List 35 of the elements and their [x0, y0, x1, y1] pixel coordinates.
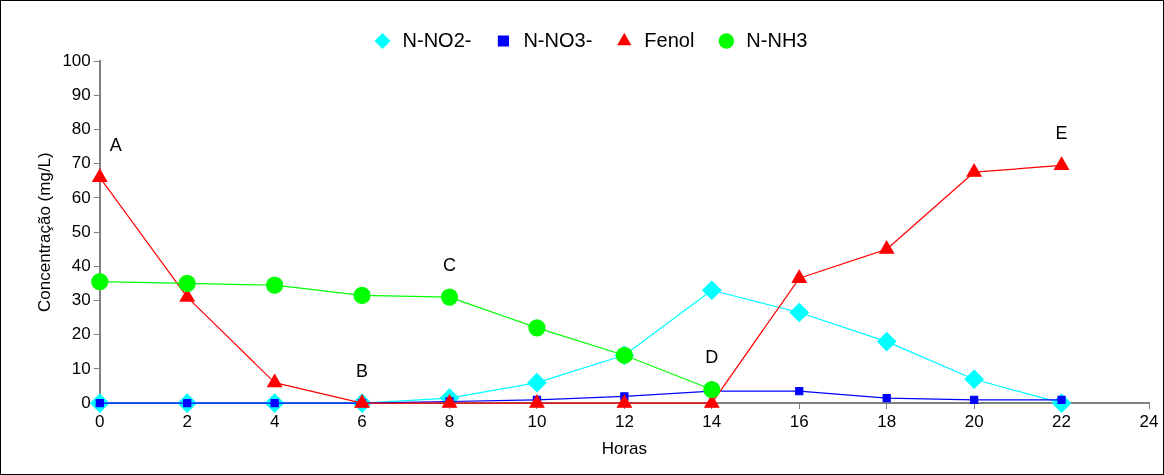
legend-label: Fenol: [644, 28, 695, 51]
annotation: A: [109, 135, 122, 156]
x-tick-label: 8: [444, 412, 455, 432]
y-tick-label: 10: [71, 358, 91, 378]
annotation: B: [356, 361, 369, 382]
x-tick-label: 16: [789, 412, 809, 432]
y-tick-label: 40: [71, 256, 91, 276]
x-tick-label: 10: [527, 412, 547, 432]
y-tick-label: 50: [71, 221, 91, 241]
x-tick-label: 24: [1139, 412, 1159, 432]
y-tick-label: 20: [71, 324, 91, 344]
x-tick-label: 0: [95, 412, 105, 432]
x-tick-label: 2: [182, 412, 192, 432]
x-axis-title: Horas: [601, 439, 648, 459]
legend-label: N-NO3-: [523, 28, 593, 51]
legend-label: N-NH3: [746, 28, 808, 51]
y-tick-label: 0: [81, 392, 91, 412]
annotation: C: [443, 255, 457, 276]
x-tick-label: 22: [1052, 412, 1072, 432]
x-tick-label: 4: [269, 412, 280, 432]
y-tick-label: 60: [71, 187, 91, 207]
x-tick-label: 20: [964, 412, 984, 432]
annotation: D: [705, 347, 719, 368]
x-tick-label: 14: [702, 412, 722, 432]
y-tick-label: 100: [62, 50, 91, 70]
annotation: E: [1055, 123, 1068, 144]
x-tick-label: 18: [877, 412, 897, 432]
x-tick-label: 6: [357, 412, 367, 432]
y-tick-label: 80: [71, 119, 91, 139]
legend-label: N-NO2-: [402, 28, 472, 51]
x-tick-label: 12: [614, 412, 634, 432]
y-tick-label: 30: [71, 290, 91, 310]
y-tick-label: 70: [71, 153, 91, 173]
y-axis-title: Concentração (mg/L): [34, 152, 54, 312]
y-tick-label: 90: [71, 84, 91, 104]
